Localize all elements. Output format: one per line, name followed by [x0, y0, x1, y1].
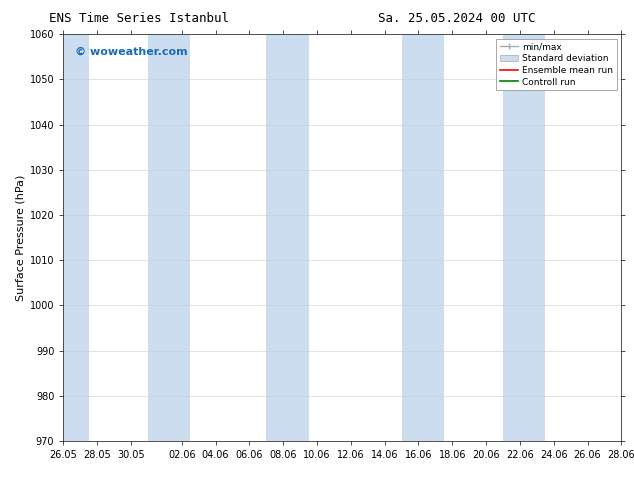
Text: Sa. 25.05.2024 00 UTC: Sa. 25.05.2024 00 UTC	[378, 12, 535, 25]
Bar	[503, 34, 545, 441]
Bar	[63, 34, 89, 441]
Bar	[148, 34, 190, 441]
Bar	[266, 34, 309, 441]
Text: ENS Time Series Istanbul: ENS Time Series Istanbul	[49, 12, 230, 25]
Text: © woweather.com: © woweather.com	[75, 47, 187, 56]
Y-axis label: Surface Pressure (hPa): Surface Pressure (hPa)	[16, 174, 25, 301]
Bar	[401, 34, 444, 441]
Legend: min/max, Standard deviation, Ensemble mean run, Controll run: min/max, Standard deviation, Ensemble me…	[496, 39, 617, 90]
